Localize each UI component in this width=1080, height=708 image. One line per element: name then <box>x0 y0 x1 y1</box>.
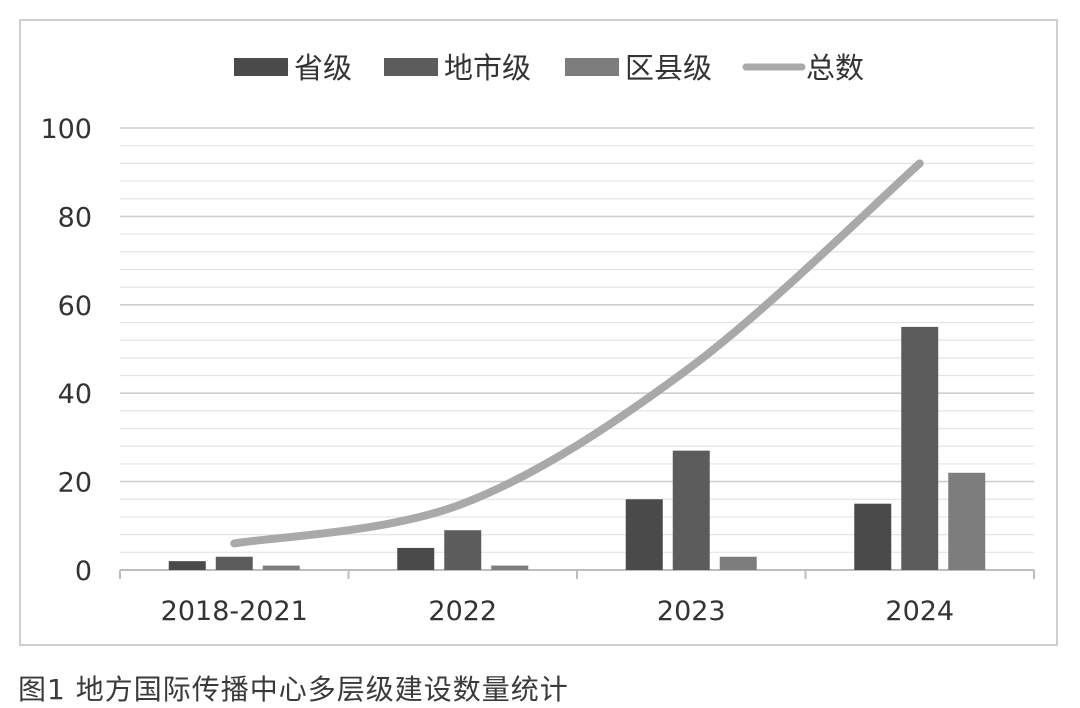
y-tick-label: 100 <box>40 114 92 145</box>
legend-swatch-3 <box>565 58 619 76</box>
bars <box>168 326 986 570</box>
bar-2-3 <box>672 450 710 570</box>
x-tick-label: 2018-2021 <box>161 596 308 627</box>
x-tick-label: 2024 <box>885 596 954 627</box>
legend-swatch-2 <box>384 58 438 76</box>
legend-swatch-1 <box>234 58 288 76</box>
bar-1-2 <box>397 547 435 570</box>
total-line <box>230 159 924 548</box>
y-tick-label: 40 <box>58 379 92 410</box>
x-axis: 2018-2021 2022 2023 2024 <box>119 569 1035 627</box>
bar-3-2 <box>491 565 529 570</box>
bar-1-1 <box>168 561 206 570</box>
bar-3-3 <box>719 556 757 570</box>
y-tick-label: 80 <box>58 202 92 233</box>
bar-2-1 <box>215 556 253 570</box>
y-tick-label: 20 <box>58 468 92 499</box>
figure-caption: 图1 地方国际传播中心多层级建设数量统计 <box>18 673 569 706</box>
y-axis-ticks: 0 20 40 60 80 100 <box>40 114 92 587</box>
bar-3-4 <box>948 472 986 570</box>
bar-2-4 <box>901 326 939 570</box>
bar-3-1 <box>262 565 300 570</box>
y-tick-label: 60 <box>58 291 92 322</box>
x-tick-label: 2022 <box>428 596 497 627</box>
legend-label-3: 区县级 <box>625 51 712 85</box>
legend: 省级 地市级 区县级 总数 <box>234 51 864 85</box>
bar-2-2 <box>444 530 482 570</box>
legend-label-2: 地市级 <box>444 51 531 85</box>
total-line-path <box>230 159 924 548</box>
legend-label-1: 省级 <box>294 51 352 85</box>
bar-1-4 <box>854 503 892 570</box>
bar-1-3 <box>625 499 663 570</box>
gridlines <box>120 127 1034 553</box>
x-tick-label: 2023 <box>657 596 726 627</box>
y-tick-label: 0 <box>75 556 92 587</box>
legend-label-4: 总数 <box>806 51 864 85</box>
